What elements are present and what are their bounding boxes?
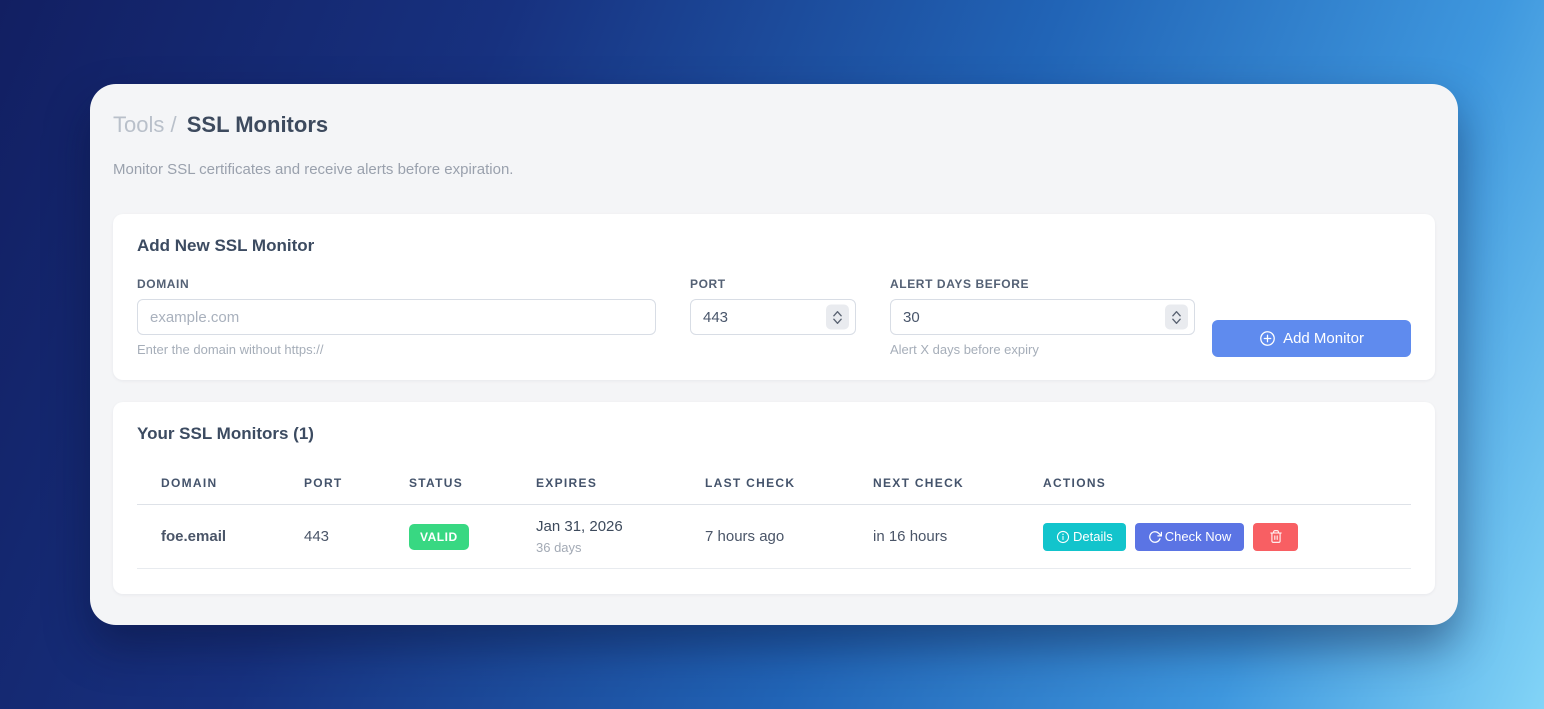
details-button[interactable]: Details <box>1043 522 1126 551</box>
add-monitor-panel: Add New SSL Monitor DOMAIN Enter the dom… <box>113 214 1435 380</box>
domain-help-text: Enter the domain without https:// <box>137 342 324 357</box>
column-header-status: STATUS <box>409 470 536 505</box>
domain-input[interactable] <box>137 299 656 335</box>
monitors-table: DOMAIN PORT STATUS EXPIRES LAST CHECK NE… <box>137 470 1411 569</box>
port-field-group: PORT <box>690 277 856 357</box>
alert-days-field-group: ALERT DAYS BEFORE Alert X days before ex… <box>890 277 1195 357</box>
port-label: PORT <box>690 277 726 291</box>
monitors-list-title: Your SSL Monitors (1) <box>137 424 314 443</box>
column-header-last-check: LAST CHECK <box>705 470 873 505</box>
monitor-expires-date: Jan 31, 2026 <box>536 517 623 535</box>
domain-field-group: DOMAIN Enter the domain without https:// <box>137 277 656 357</box>
add-monitor-title: Add New SSL Monitor <box>137 236 315 255</box>
breadcrumb-parent[interactable]: Tools <box>113 112 165 137</box>
port-stepper[interactable] <box>826 304 849 330</box>
monitor-domain: foe.email <box>137 504 304 569</box>
column-header-port: PORT <box>304 470 409 505</box>
chevron-down-icon <box>1172 318 1181 324</box>
chevron-up-icon <box>833 310 842 316</box>
check-now-button[interactable]: Check Now <box>1134 522 1245 551</box>
table-header-row: DOMAIN PORT STATUS EXPIRES LAST CHECK NE… <box>137 470 1411 505</box>
monitor-last-check: 7 hours ago <box>705 504 873 569</box>
plus-circle-icon <box>1260 331 1275 346</box>
breadcrumb: Tools / SSL Monitors <box>113 111 1435 139</box>
check-now-button-label: Check Now <box>1164 529 1232 544</box>
column-header-domain: DOMAIN <box>137 470 304 505</box>
alert-days-help-text: Alert X days before expiry <box>890 342 1039 357</box>
monitor-expires-remaining: 36 days <box>536 539 582 555</box>
alert-days-input[interactable] <box>890 299 1195 335</box>
monitors-list-panel: Your SSL Monitors (1) DOMAIN PORT STATUS… <box>113 402 1435 594</box>
add-monitor-button-label: Add Monitor <box>1283 330 1364 347</box>
add-monitor-button[interactable]: Add Monitor <box>1212 320 1411 357</box>
refresh-icon <box>1148 530 1162 543</box>
alert-days-stepper[interactable] <box>1165 304 1188 330</box>
trash-icon <box>1269 530 1282 543</box>
status-badge: VALID <box>409 523 469 550</box>
table-row: foe.email 443 VALID Jan 31, 2026 36 days… <box>137 504 1411 569</box>
alert-days-label: ALERT DAYS BEFORE <box>890 277 1030 291</box>
page-title: SSL Monitors <box>186 112 329 137</box>
ssl-monitors-page-card: Tools / SSL Monitors Monitor SSL certifi… <box>90 84 1458 625</box>
column-header-next-check: NEXT CHECK <box>873 470 1043 505</box>
details-button-label: Details <box>1073 529 1113 544</box>
column-header-expires: EXPIRES <box>536 470 705 505</box>
delete-monitor-button[interactable] <box>1253 522 1299 551</box>
breadcrumb-separator: / <box>170 112 177 137</box>
column-header-actions: ACTIONS <box>1043 470 1411 505</box>
info-icon <box>1056 530 1070 543</box>
monitor-port: 443 <box>304 504 409 569</box>
monitor-actions: Details Check Now <box>1043 522 1403 551</box>
chevron-down-icon <box>833 318 842 324</box>
page-subtitle: Monitor SSL certificates and receive ale… <box>113 161 514 178</box>
chevron-up-icon <box>1172 310 1181 316</box>
monitor-next-check: in 16 hours <box>873 504 1043 569</box>
domain-label: DOMAIN <box>137 277 190 291</box>
add-monitor-form: DOMAIN Enter the domain without https://… <box>137 277 1411 357</box>
